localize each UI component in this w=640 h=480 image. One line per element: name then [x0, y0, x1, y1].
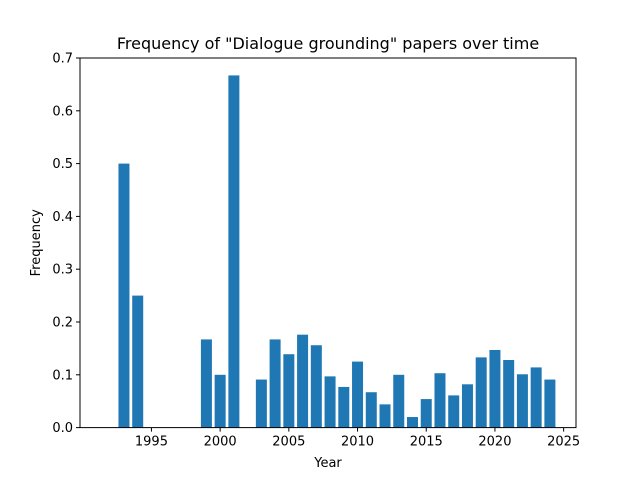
bar-2003 — [255, 379, 267, 428]
x-tick-label: 1995 — [135, 435, 168, 450]
x-tick-label: 2005 — [272, 435, 305, 450]
y-tick-label: 0.4 — [52, 210, 73, 225]
x-axis-ticks: 1995 2000 2005 2010 2015 2020 2025 — [135, 427, 580, 450]
bar-2024 — [544, 379, 556, 428]
bar-2007 — [310, 345, 322, 428]
bar-1994 — [132, 295, 144, 428]
bar-2014 — [407, 417, 418, 428]
bar-2018 — [461, 384, 473, 428]
y-tick-label: 0.0 — [52, 421, 73, 436]
bar-2023 — [530, 367, 542, 428]
bar-1993 — [118, 163, 130, 428]
y-tick-label: 0.5 — [52, 157, 73, 172]
bar-2000 — [214, 374, 226, 428]
bar-2015 — [420, 399, 432, 428]
bar-2019 — [475, 357, 487, 428]
bar-2001 — [228, 75, 240, 428]
bar-2004 — [269, 339, 281, 428]
plot-frame — [79, 57, 577, 429]
x-tick-label: 2000 — [204, 435, 237, 450]
x-tick-label: 2010 — [341, 435, 374, 450]
y-tick-label: 0.6 — [52, 104, 73, 119]
bar-2012 — [379, 404, 391, 428]
bar-2017 — [448, 395, 460, 428]
chart-title: Frequency of "Dialogue grounding" papers… — [117, 34, 539, 53]
x-tick-label: 2015 — [410, 435, 443, 450]
bar-1999 — [200, 339, 212, 428]
bar-2005 — [283, 354, 295, 428]
bar-2022 — [516, 374, 528, 428]
y-tick-label: 0.3 — [52, 263, 73, 278]
bar-2008 — [324, 376, 336, 428]
bar-2021 — [503, 360, 515, 428]
bars-group — [118, 75, 556, 428]
y-axis-ticks: 0.0 0.1 0.2 0.3 0.4 0.5 0.6 0.7 — [52, 52, 80, 436]
y-tick-label: 0.1 — [52, 368, 73, 383]
bar-2013 — [393, 374, 405, 428]
y-tick-label: 0.7 — [52, 52, 73, 67]
x-axis-label: Year — [313, 456, 342, 471]
bar-2006 — [297, 334, 309, 428]
y-axis-label: Frequency — [29, 209, 44, 276]
bar-2010 — [352, 361, 364, 428]
x-tick-label: 2025 — [547, 435, 580, 450]
bar-2016 — [434, 373, 446, 428]
y-tick-label: 0.2 — [52, 316, 73, 331]
bar-2009 — [338, 386, 350, 428]
bar-2020 — [489, 349, 501, 428]
bar-2011 — [365, 392, 377, 428]
x-tick-label: 2020 — [478, 435, 511, 450]
